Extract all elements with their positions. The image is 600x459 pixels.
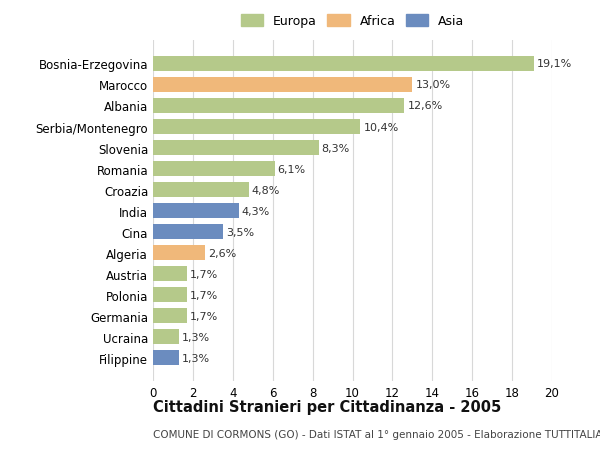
Bar (153, 308, 187, 324)
Bar (153, 330, 179, 345)
Bar (153, 140, 319, 156)
Bar (153, 57, 534, 72)
Bar (153, 204, 239, 218)
Bar (153, 287, 187, 302)
Text: Cittadini Stranieri per Cittadinanza - 2005: Cittadini Stranieri per Cittadinanza - 2… (153, 399, 501, 414)
Text: 12,6%: 12,6% (407, 101, 443, 111)
Bar (153, 183, 249, 198)
Text: 1,3%: 1,3% (182, 353, 210, 363)
Text: 19,1%: 19,1% (537, 59, 572, 69)
Bar (153, 162, 275, 177)
Text: 1,7%: 1,7% (190, 311, 218, 321)
Bar (153, 267, 187, 282)
Text: 4,8%: 4,8% (252, 185, 280, 195)
Text: 3,5%: 3,5% (226, 227, 254, 237)
Legend: Europa, Africa, Asia: Europa, Africa, Asia (237, 11, 468, 32)
Text: COMUNE DI CORMONS (GO) - Dati ISTAT al 1° gennaio 2005 - Elaborazione TUTTITALIA: COMUNE DI CORMONS (GO) - Dati ISTAT al 1… (153, 429, 600, 439)
Bar (153, 350, 179, 365)
Text: 1,3%: 1,3% (182, 332, 210, 342)
Bar (153, 99, 404, 114)
Bar (153, 224, 223, 240)
Bar (153, 246, 205, 261)
Text: 4,3%: 4,3% (242, 206, 270, 216)
Bar (153, 120, 361, 135)
Text: 1,7%: 1,7% (190, 269, 218, 279)
Text: 6,1%: 6,1% (278, 164, 306, 174)
Bar (153, 78, 412, 93)
Text: 8,3%: 8,3% (322, 143, 350, 153)
Text: 13,0%: 13,0% (415, 80, 451, 90)
Text: 2,6%: 2,6% (208, 248, 236, 258)
Text: 1,7%: 1,7% (190, 290, 218, 300)
Text: 10,4%: 10,4% (364, 122, 399, 132)
